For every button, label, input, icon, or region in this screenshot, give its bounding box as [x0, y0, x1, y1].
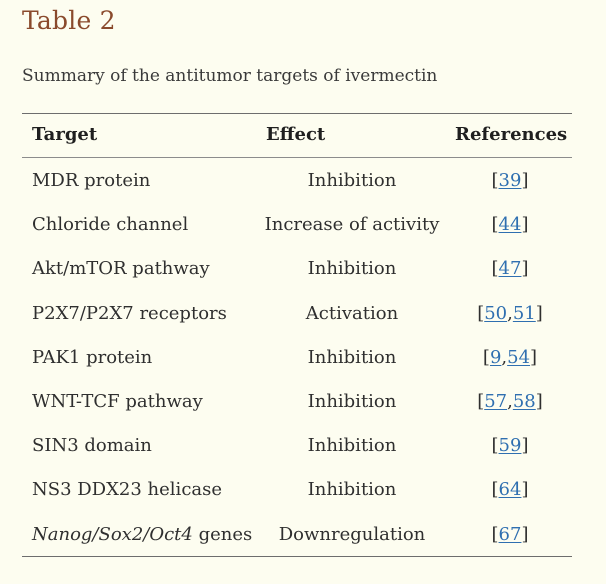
reference-link[interactable]: 64	[498, 479, 522, 501]
bracket-close: ]	[530, 346, 538, 368]
target-text-part: Akt/mTOR pathway	[32, 258, 210, 280]
reference-link[interactable]: 58	[512, 390, 536, 412]
ref-separator: ,	[501, 346, 508, 368]
cell-effect: Inhibition	[307, 435, 397, 457]
table-header-rule	[22, 157, 572, 158]
cell-target: Nanog/Sox2/Oct4 genes	[32, 524, 252, 545]
cell-references: [57,58]	[460, 391, 560, 412]
target-text-part: PAK1 protein	[32, 346, 153, 368]
reference-link[interactable]: 51	[512, 302, 536, 324]
bracket-close: ]	[521, 214, 529, 236]
table-row: Akt/mTOR pathway Inhibition [47]	[22, 252, 572, 296]
reference-link[interactable]: 44	[498, 214, 522, 236]
cell-references: [9,54]	[460, 347, 560, 368]
bracket-open: [	[491, 170, 499, 191]
bracket-open: [	[491, 258, 499, 280]
header-effect: Effect	[266, 124, 326, 145]
table-row: NS3 DDX23 helicase Inhibition [64]	[22, 473, 572, 517]
cell-target: WNT-TCF pathway	[32, 391, 203, 412]
table-row: P2X7/P2X7 receptors Activation [50,51]	[22, 297, 572, 341]
table-row: PAK1 protein Inhibition [9,54]	[22, 341, 572, 385]
bracket-close: ]	[521, 523, 529, 545]
table-caption: Summary of the antitumor targets of iver…	[22, 66, 438, 86]
table-row: MDR protein Inhibition [39]	[22, 164, 572, 208]
reference-link[interactable]: 57	[484, 390, 508, 412]
cell-references: [47]	[460, 258, 560, 279]
reference-link[interactable]: 59	[498, 435, 522, 457]
bracket-close: ]	[521, 479, 529, 501]
cell-effect: Inhibition	[307, 258, 397, 280]
table-title: Table 2	[22, 6, 116, 35]
bracket-close: ]	[521, 435, 529, 457]
table-body: MDR protein Inhibition [39] Chloride channe…	[22, 164, 572, 562]
ref-separator: ,	[507, 302, 513, 324]
header-references: References	[455, 124, 568, 145]
cell-references: [64]	[460, 479, 560, 500]
cell-effect: Downregulation	[278, 523, 426, 545]
cell-references: [44]	[460, 214, 560, 235]
reference-link[interactable]: 47	[498, 258, 522, 280]
cell-references: [59]	[460, 435, 560, 456]
table-row: SIN3 domain Inhibition [59]	[22, 429, 572, 473]
target-text-part: MDR protein	[32, 170, 151, 191]
cell-references: [50,51]	[460, 303, 560, 324]
reference-link[interactable]: 67	[498, 523, 522, 545]
table-row: Chloride channel Increase of activity [44]	[22, 208, 572, 252]
cell-target: P2X7/P2X7 receptors	[32, 303, 227, 324]
header-target: Target	[32, 124, 98, 145]
table-top-rule	[22, 113, 572, 114]
bracket-close: ]	[535, 302, 543, 324]
bracket-open: [	[491, 523, 499, 545]
target-text-part: WNT-TCF pathway	[32, 390, 203, 412]
ref-separator: ,	[507, 390, 513, 412]
table-row: Nanog/Sox2/Oct4 genes Downregulation [67]	[22, 518, 572, 562]
cell-effect: Increase of activity	[264, 214, 440, 236]
cell-effect: Inhibition	[307, 346, 397, 368]
cell-target: MDR protein	[32, 170, 150, 191]
reference-link[interactable]: 9	[489, 346, 502, 368]
table-bottom-rule	[22, 556, 572, 557]
target-text-part: P2X7/P2X7 receptors	[32, 302, 227, 324]
bracket-open: [	[482, 346, 490, 368]
target-text-part: genes	[192, 523, 253, 545]
bracket-open: [	[491, 479, 499, 501]
cell-effect: Inhibition	[307, 390, 397, 412]
bracket-close: ]	[521, 170, 529, 191]
bracket-open: [	[491, 435, 499, 457]
bracket-open: [	[477, 302, 485, 324]
cell-target: PAK1 protein	[32, 347, 152, 368]
reference-link[interactable]: 50	[484, 302, 508, 324]
cell-references: [39]	[460, 170, 560, 191]
bracket-close: ]	[521, 258, 529, 280]
target-text-part: Chloride channel	[32, 214, 189, 236]
cell-effect: Inhibition	[307, 479, 397, 501]
reference-link[interactable]: 54	[507, 346, 531, 368]
bracket-close: ]	[535, 390, 543, 412]
bracket-open: [	[491, 214, 499, 236]
target-text-part: Nanog/Sox2/Oct4	[32, 523, 193, 545]
bracket-open: [	[477, 390, 485, 412]
cell-effect: Activation	[305, 302, 399, 324]
cell-target: Akt/mTOR pathway	[32, 258, 210, 279]
cell-effect: Inhibition	[307, 170, 397, 191]
table-row: WNT-TCF pathway Inhibition [57,58]	[22, 385, 572, 429]
cell-references: [67]	[460, 524, 560, 545]
cell-target: Chloride channel	[32, 214, 188, 235]
target-text-part: SIN3 domain	[32, 435, 152, 457]
reference-link[interactable]: 39	[498, 170, 522, 191]
cell-target: SIN3 domain	[32, 435, 152, 456]
cell-target: NS3 DDX23 helicase	[32, 479, 222, 500]
target-text-part: NS3 DDX23 helicase	[32, 479, 223, 501]
